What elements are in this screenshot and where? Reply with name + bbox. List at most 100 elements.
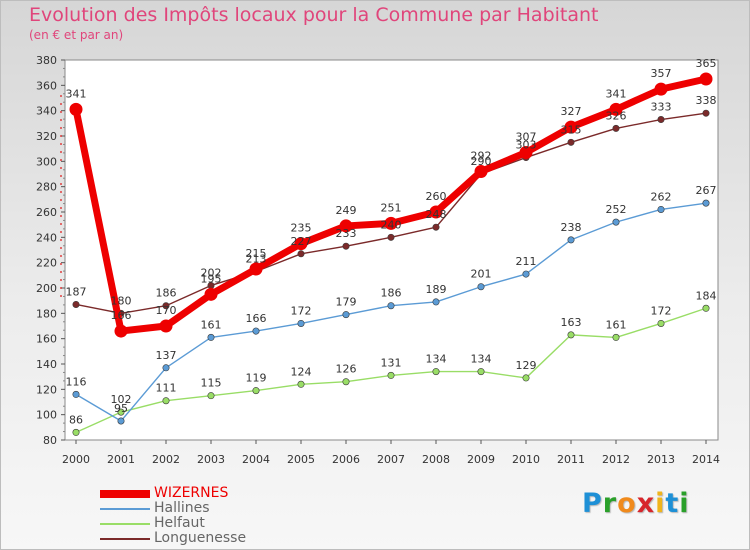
y-tick-label: 220 — [36, 257, 57, 270]
data-label-hallines: 211 — [516, 255, 537, 268]
data-point-wizernes — [699, 72, 713, 86]
legend-swatch — [100, 538, 150, 540]
x-tick-label: 2007 — [377, 453, 405, 466]
data-label-longuenesse: 326 — [606, 109, 627, 122]
x-tick-label: 2004 — [242, 453, 270, 466]
data-point-longuenesse — [432, 223, 440, 231]
data-label-helfaut: 86 — [69, 413, 83, 426]
data-point-longuenesse — [702, 109, 710, 117]
data-point-helfaut — [612, 333, 620, 341]
data-point-hallines — [342, 311, 350, 319]
data-point-wizernes — [204, 287, 218, 301]
data-label-helfaut: 184 — [696, 289, 717, 302]
logo-letter: o — [617, 488, 637, 519]
data-point-hallines — [522, 270, 530, 278]
data-label-longuenesse: 202 — [201, 266, 222, 279]
data-point-hallines — [72, 390, 80, 398]
data-point-hallines — [297, 319, 305, 327]
x-tick-label: 2010 — [512, 453, 540, 466]
data-label-longuenesse: 240 — [381, 218, 402, 231]
data-label-hallines: 161 — [201, 318, 222, 331]
y-tick-label: 180 — [36, 307, 57, 320]
data-label-wizernes: 327 — [561, 105, 582, 118]
legend-label: Helfaut — [154, 515, 205, 531]
data-label-wizernes: 235 — [291, 222, 312, 235]
data-label-helfaut: 131 — [381, 356, 402, 369]
y-tick-label: 240 — [36, 231, 57, 244]
data-point-helfaut — [432, 368, 440, 376]
data-point-hallines — [117, 417, 125, 425]
x-tick-label: 2003 — [197, 453, 225, 466]
proxiti-logo: Proxiti — [582, 488, 690, 519]
data-label-longuenesse: 333 — [651, 101, 672, 114]
data-point-longuenesse — [162, 302, 170, 310]
data-point-wizernes — [69, 102, 83, 116]
data-label-wizernes: 251 — [381, 201, 402, 214]
data-label-longuenesse: 233 — [336, 227, 357, 240]
logo-letter: x — [636, 488, 656, 519]
data-point-wizernes — [429, 205, 443, 219]
data-point-hallines — [477, 283, 485, 291]
y-tick-label: 300 — [36, 155, 57, 168]
data-label-longuenesse: 290 — [471, 155, 492, 168]
x-tick-label: 2013 — [647, 453, 675, 466]
data-label-helfaut: 134 — [426, 353, 447, 366]
data-point-helfaut — [117, 408, 125, 416]
data-label-hallines: 95 — [114, 402, 128, 415]
data-point-longuenesse — [567, 138, 575, 146]
y-tick-label: 100 — [36, 409, 57, 422]
data-label-wizernes: 195 — [201, 272, 222, 285]
data-point-wizernes — [384, 216, 398, 230]
logo-letter: i — [679, 488, 690, 519]
data-point-wizernes — [159, 319, 173, 333]
x-tick-label: 2008 — [422, 453, 450, 466]
data-point-helfaut — [387, 371, 395, 379]
data-label-wizernes: 260 — [426, 190, 447, 203]
data-point-helfaut — [702, 304, 710, 312]
data-label-longuenesse: 303 — [516, 139, 537, 152]
legend-swatch — [100, 508, 150, 510]
y-tick-label: 380 — [36, 54, 57, 67]
data-label-hallines: 252 — [606, 203, 627, 216]
legend-label: Longuenesse — [154, 530, 247, 546]
data-point-helfaut — [72, 428, 80, 436]
y-tick-label: 140 — [36, 358, 57, 371]
data-point-helfaut — [567, 331, 575, 339]
data-label-helfaut: 119 — [246, 372, 267, 385]
x-tick-label: 2002 — [152, 453, 180, 466]
data-label-longuenesse: 315 — [561, 123, 582, 136]
y-tick-label: 340 — [36, 105, 57, 118]
data-point-wizernes — [564, 120, 578, 134]
chart-series — [69, 72, 713, 436]
data-label-longuenesse: 186 — [156, 287, 177, 300]
data-label-wizernes: 365 — [696, 57, 717, 70]
y-tick-label: 160 — [36, 333, 57, 346]
y-tick-label: 320 — [36, 130, 57, 143]
data-label-helfaut: 129 — [516, 359, 537, 372]
data-label-longuenesse: 227 — [291, 235, 312, 248]
x-tick-label: 2014 — [692, 453, 720, 466]
data-label-wizernes: 215 — [246, 247, 267, 260]
data-point-helfaut — [657, 319, 665, 327]
data-point-longuenesse — [612, 124, 620, 132]
legend-label: WIZERNES — [154, 485, 229, 501]
data-label-wizernes: 357 — [651, 67, 672, 80]
data-label-longuenesse: 213 — [246, 253, 267, 266]
data-label-helfaut: 126 — [336, 363, 357, 376]
data-point-hallines — [702, 199, 710, 207]
y-tick-label: 280 — [36, 181, 57, 194]
data-point-helfaut — [207, 392, 215, 400]
data-point-helfaut — [342, 378, 350, 386]
data-label-wizernes: 166 — [111, 309, 132, 322]
logo-letter: t — [665, 488, 680, 519]
logo-letter: i — [655, 488, 666, 519]
data-point-helfaut — [162, 397, 170, 405]
y-tick-label: 120 — [36, 383, 57, 396]
x-tick-label: 2009 — [467, 453, 495, 466]
data-label-longuenesse: 338 — [696, 94, 717, 107]
y-tick-label: 360 — [36, 79, 57, 92]
data-point-longuenesse — [297, 250, 305, 258]
chart-title: Evolution des Impôts locaux pour la Comm… — [29, 4, 599, 26]
data-label-hallines: 186 — [381, 287, 402, 300]
